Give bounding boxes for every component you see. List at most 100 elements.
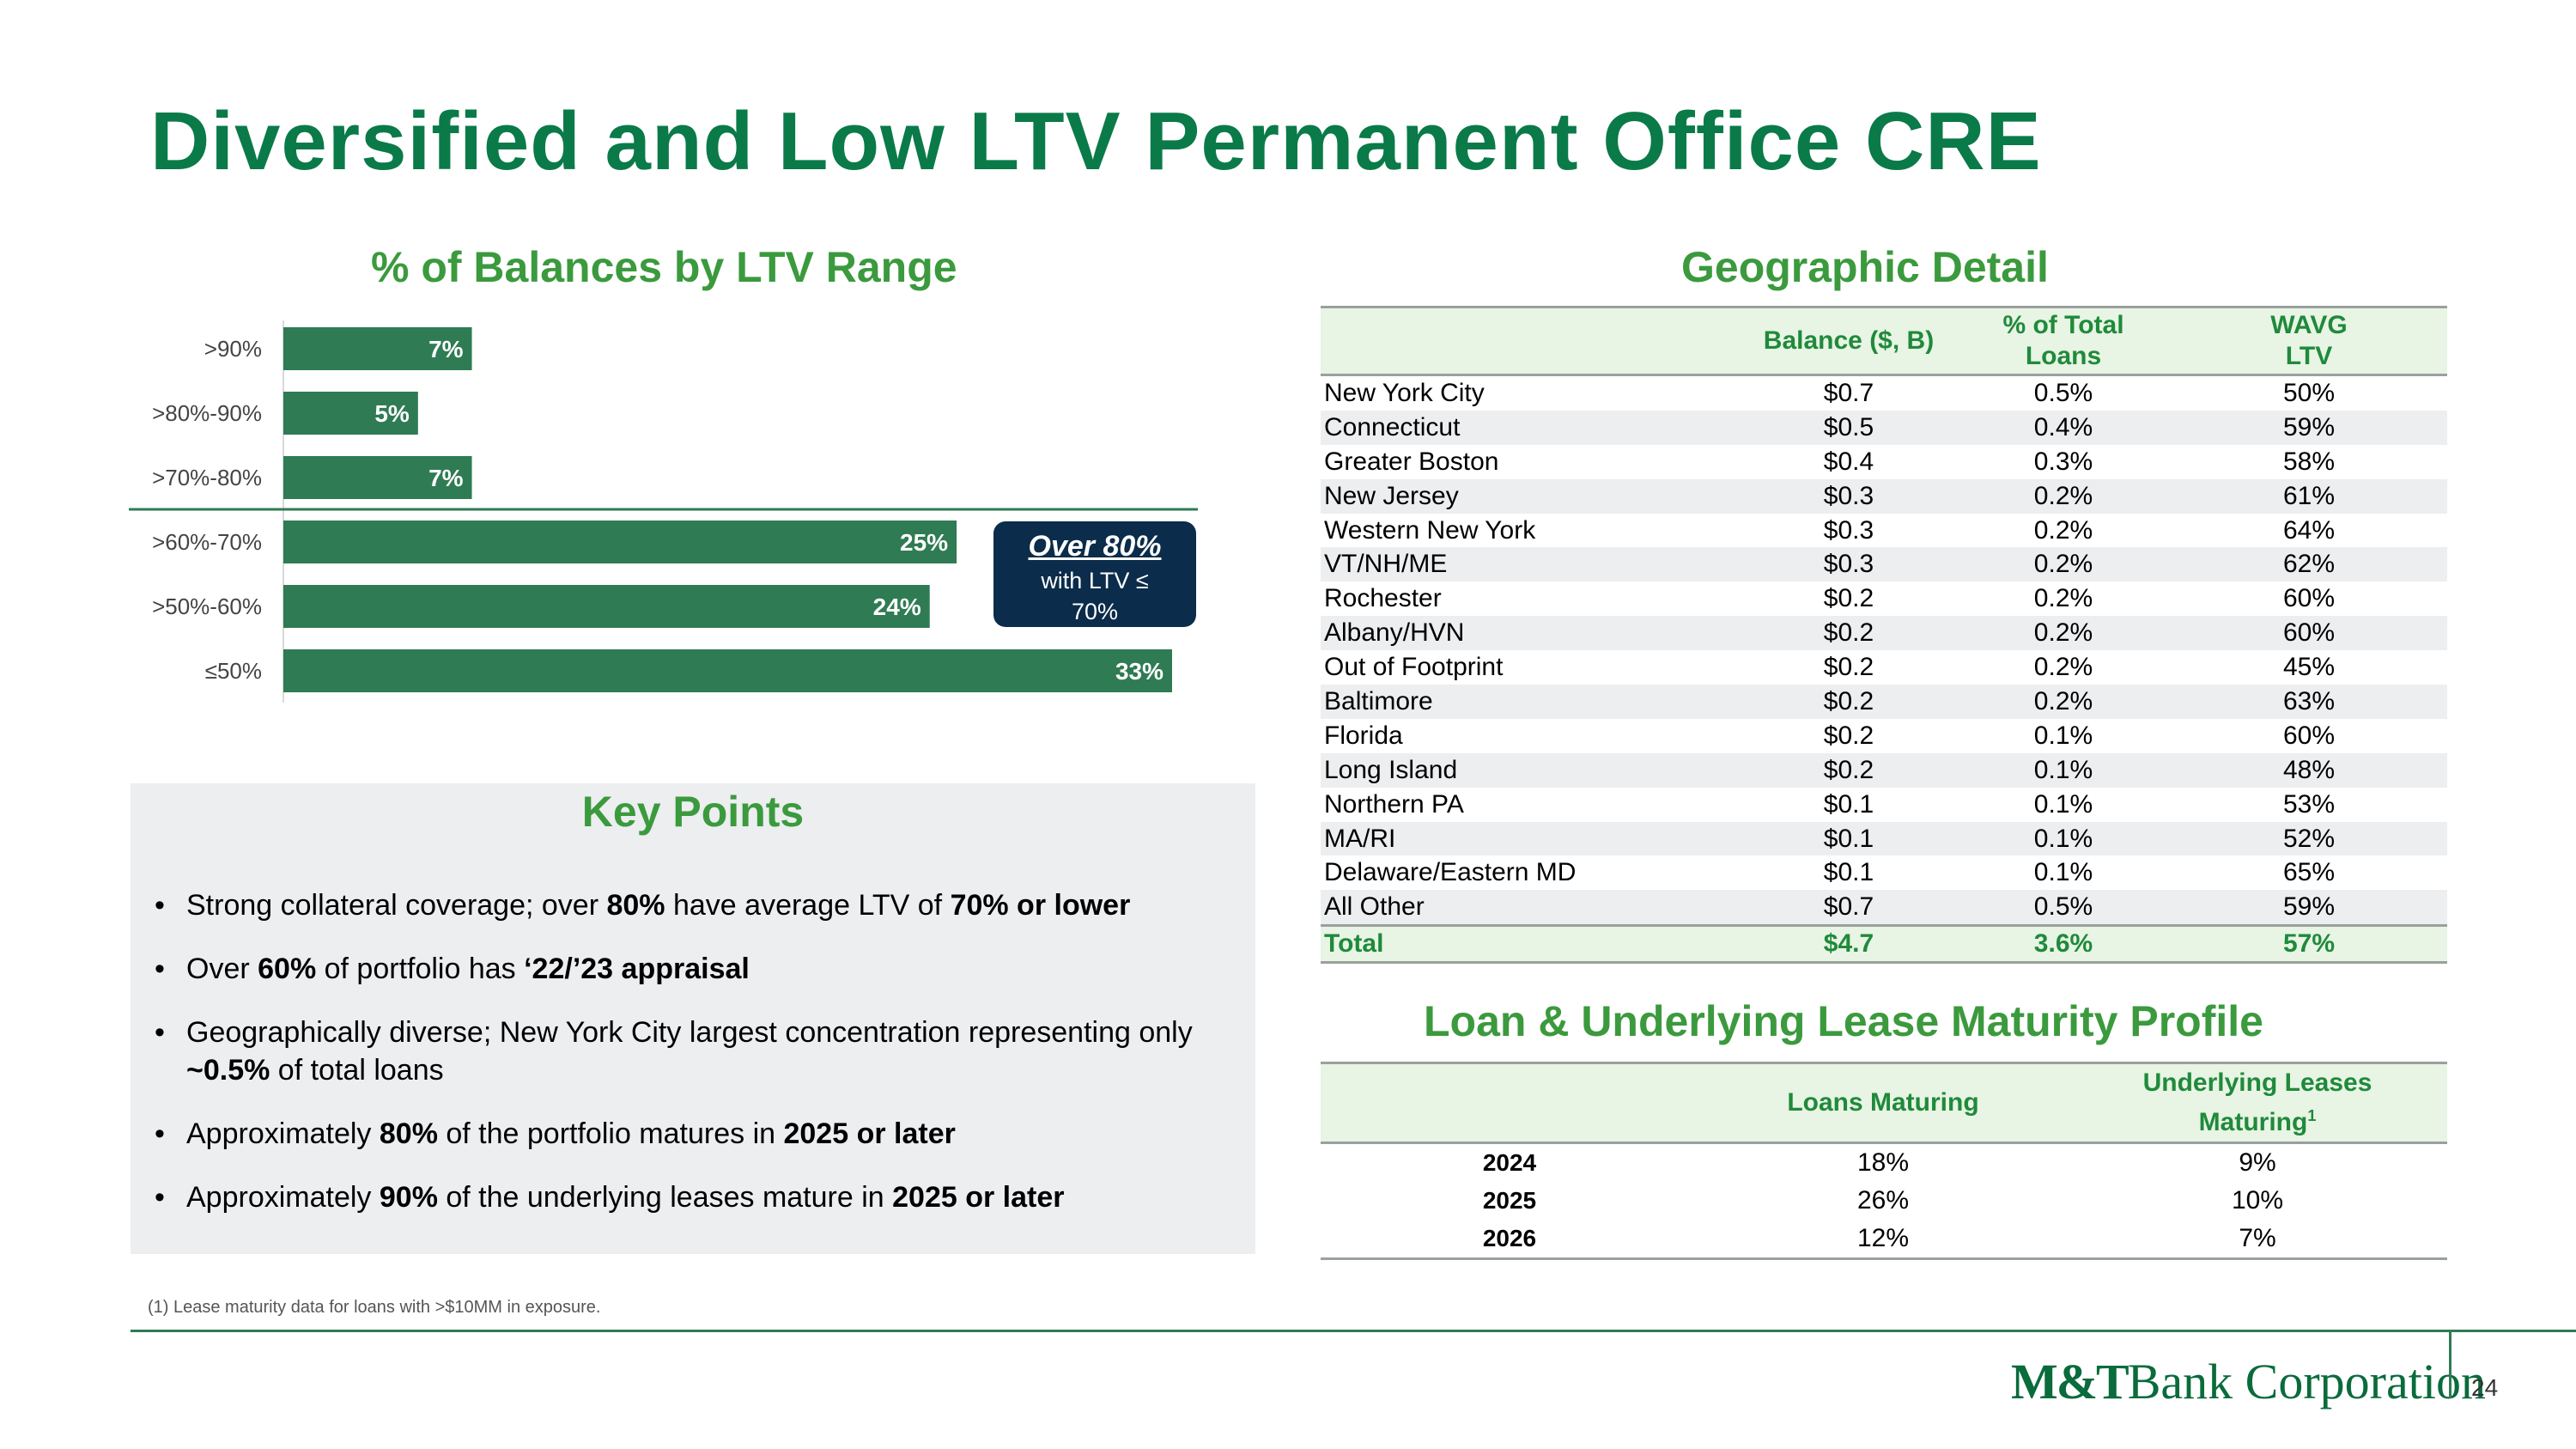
- key-point-item: Approximately 90% of the underlying leas…: [148, 1178, 1242, 1216]
- key-point-emphasis: 2025 or later: [892, 1181, 1065, 1214]
- key-point-text: Approximately: [186, 1117, 380, 1150]
- geo-region: MA/RI: [1321, 821, 1741, 856]
- geo-value: 0.2%: [2033, 584, 2093, 613]
- key-point-item: Approximately 80% of the portfolio matur…: [148, 1115, 1242, 1153]
- footer-divider: [131, 1330, 2576, 1332]
- geo-header-3: WAVG LTV: [2171, 306, 2447, 376]
- logo-mark: M&T: [2011, 1354, 2129, 1409]
- geo-header-1: Balance ($, B): [1741, 306, 1956, 376]
- key-points-panel: Key Points Strong collateral coverage; o…: [131, 783, 1255, 1254]
- ltv-callout: Over 80% with LTV ≤ 70%: [993, 521, 1196, 627]
- key-point-item: Geographically diverse; New York City la…: [148, 1014, 1242, 1089]
- geo-value: 0.2%: [1956, 478, 2171, 514]
- geo-value: $0.1: [1823, 789, 1874, 819]
- geo-value: 65%: [2282, 858, 2336, 887]
- geo-region: Rochester: [1324, 584, 1442, 613]
- page-number: 24: [2471, 1374, 2499, 1401]
- geo-value: 58%: [2282, 447, 2336, 476]
- geo-region: Connecticut: [1321, 410, 1741, 445]
- geo-value: 57%: [2171, 924, 2447, 965]
- maturity-row: 2024 18% 9%: [1321, 1143, 2447, 1183]
- geo-region: New Jersey: [1321, 478, 1741, 514]
- bar-3: [283, 521, 957, 563]
- geo-value: 50%: [2282, 378, 2336, 407]
- geo-region: Long Island: [1321, 752, 1741, 788]
- geo-value: $0.3: [1741, 547, 1956, 582]
- maturity-value: 7%: [2068, 1220, 2447, 1260]
- geo-region: Florida: [1324, 721, 1403, 750]
- category-label: >80%-90%: [152, 400, 262, 426]
- maturity-header-0: [1321, 1062, 1698, 1144]
- geo-value: 48%: [2171, 752, 2447, 788]
- geo-value: $0.2: [1823, 721, 1874, 750]
- geo-row: Connecticut $0.5 0.4% 59%: [1321, 410, 2447, 445]
- geo-value: 64%: [2282, 515, 2336, 545]
- geo-row: All Other $0.7 0.5% 59%: [1321, 890, 2447, 926]
- geo-row: MA/RI $0.1 0.1% 52%: [1321, 821, 2447, 856]
- geo-row: Western New York $0.3 0.2% 64%: [1321, 514, 2447, 548]
- geo-value: 59%: [2171, 410, 2447, 445]
- key-point-emphasis: 80%: [379, 1117, 438, 1150]
- geo-row: Baltimore $0.2 0.2% 63%: [1321, 685, 2447, 719]
- maturity-row: 2025 26% 10%: [1321, 1182, 2447, 1220]
- geo-region: Greater Boston: [1324, 447, 1499, 476]
- maturity-header-1: Loans Maturing: [1698, 1062, 2068, 1144]
- key-point-emphasis: 2025 or later: [783, 1117, 956, 1150]
- footnote-ref: 1: [2307, 1107, 2317, 1124]
- geo-value: 0.3%: [2033, 447, 2093, 476]
- geo-row: Out of Footprint $0.2 0.2% 45%: [1321, 650, 2447, 685]
- maturity-value: 18%: [1856, 1148, 1910, 1177]
- geo-region: Delaware/Eastern MD: [1324, 858, 1577, 887]
- geo-value: 60%: [2282, 584, 2336, 613]
- company-logo: M&TBank Corporation: [2011, 1353, 2486, 1410]
- geo-value: 60%: [2282, 721, 2336, 750]
- maturity-year: 2026: [1321, 1220, 1698, 1260]
- geo-region: New York City: [1324, 378, 1485, 407]
- geo-value: 0.2%: [1956, 547, 2171, 582]
- bar-0: [283, 327, 472, 370]
- geo-value: 61%: [2171, 478, 2447, 514]
- logo-divider: [2449, 1331, 2451, 1398]
- geo-region: Northern PA: [1324, 789, 1464, 819]
- category-label: >60%-70%: [152, 529, 262, 555]
- category-label: ≤50%: [205, 658, 262, 684]
- category-label: >50%-60%: [152, 594, 262, 619]
- geo-row: Total $4.7 3.6% 57%: [1321, 924, 2447, 965]
- maturity-year: 2025: [1482, 1187, 1537, 1214]
- geo-value: $0.2: [1741, 752, 1956, 788]
- maturity-value: 26%: [1856, 1186, 1910, 1215]
- key-point-item: Strong collateral coverage; over 80% hav…: [148, 886, 1242, 924]
- geo-row: Delaware/Eastern MD $0.1 0.1% 65%: [1321, 855, 2447, 890]
- geo-value: 0.1%: [1956, 821, 2171, 856]
- key-point-emphasis: 70% or lower: [950, 889, 1131, 922]
- key-point-text: of total loans: [270, 1054, 444, 1087]
- category-label: >70%-80%: [152, 465, 262, 490]
- maturity-header-2: Underlying Leases Maturing1: [2068, 1062, 2447, 1144]
- geo-header-2: % of Total Loans: [1956, 306, 2171, 376]
- key-point-text: Strong collateral coverage; over: [186, 889, 607, 922]
- maturity-value: 10%: [2231, 1186, 2284, 1215]
- geo-value: 0.2%: [1956, 616, 2171, 651]
- page-title: Diversified and Low LTV Permanent Office…: [150, 95, 2042, 187]
- key-point-text: of portfolio has: [316, 953, 525, 985]
- maturity-title: Loan & Underlying Lease Maturity Profile: [1424, 997, 2263, 1045]
- geo-region: All Other: [1321, 890, 1741, 926]
- category-label: >90%: [204, 336, 262, 362]
- maturity-value: 9%: [2239, 1148, 2276, 1177]
- geo-value: 3.6%: [1956, 924, 2171, 965]
- key-point-emphasis: ‘22/’23 appraisal: [524, 953, 750, 985]
- geo-value: $0.3: [1823, 515, 1874, 545]
- geo-row: New York City $0.7 0.5% 50%: [1321, 375, 2447, 411]
- geo-value: 0.2%: [1956, 685, 2171, 719]
- bar-1: [283, 392, 418, 435]
- geo-value: 0.1%: [1956, 752, 2171, 788]
- geo-row: Albany/HVN $0.2 0.2% 60%: [1321, 616, 2447, 651]
- geo-value: $0.7: [1741, 890, 1956, 926]
- geo-row: Florida $0.2 0.1% 60%: [1321, 719, 2447, 753]
- callout-head: Over 80%: [1028, 530, 1162, 563]
- geo-value: $0.3: [1741, 478, 1956, 514]
- geo-value: $0.4: [1823, 447, 1874, 476]
- key-point-emphasis: 60%: [258, 953, 317, 985]
- geo-title: Geographic Detail: [1681, 243, 2049, 291]
- key-point-text: Over: [186, 953, 258, 985]
